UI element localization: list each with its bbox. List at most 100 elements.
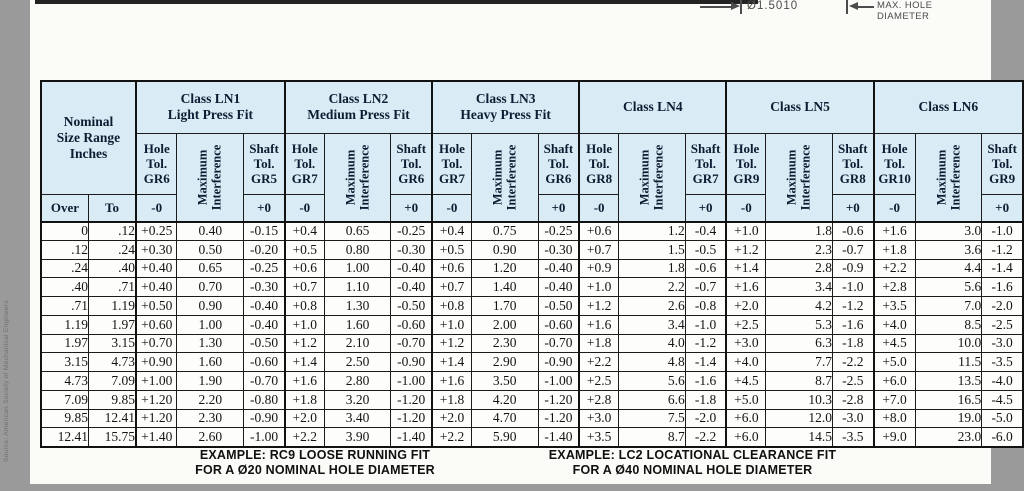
table-row: .71 1.19 +0.50 0.90 -0.40 +0.8 1.30 -0.50 +0.8 1.… [40, 296, 1024, 316]
value-cell: -0.60 [537, 314, 580, 335]
example-caption-lc2: EXAMPLE: LC2 LOCATIONAL CLEARANCE FIT FO… [548, 448, 837, 477]
value-cell: -0.50 [243, 333, 286, 354]
value-cell: -0.70 [537, 333, 580, 354]
value-cell: 1.40 [470, 277, 539, 297]
value-cell: +0.25 [134, 220, 178, 241]
value-cell: -2.2 [831, 352, 875, 372]
dimension-arrow-right-icon [731, 2, 740, 10]
value-cell: 2.3 [765, 239, 833, 260]
value-cell: 3.6 [914, 239, 983, 260]
value-cell: +1.6 [725, 277, 767, 297]
value-cell: 14.5 [765, 427, 833, 447]
to-cell: 1.19 [87, 296, 137, 316]
table-row: 4.73 7.09 +1.00 1.90 -0.70 +1.6 2.80 -1.00 +1.6 3… [40, 371, 1024, 391]
value-cell: +0.30 [134, 239, 178, 260]
shaft-tol-header: Shaft Tol. GR7 [684, 132, 727, 195]
value-cell: 1.60 [176, 352, 245, 372]
to-cell: 3.15 [87, 333, 137, 354]
over-cell: .12 [40, 239, 89, 260]
value-cell: -0.25 [243, 258, 286, 279]
hole-tol-header: Hole Tol. GR6 [134, 132, 178, 195]
value-cell: +1.0 [578, 277, 620, 297]
value-cell: -1.00 [390, 371, 433, 391]
page-top-rule [35, 0, 758, 4]
value-cell: 3.4 [765, 277, 833, 297]
table-row: 12.41 15.75 +1.40 2.60 -1.00 +2.2 3.90 -1.40 +2.… [40, 427, 1024, 447]
value-cell: 7.0 [914, 296, 983, 316]
value-cell: -0.40 [243, 296, 286, 316]
dimension-extension-line [740, 0, 742, 14]
value-cell: +1.40 [134, 427, 178, 447]
value-cell: -3.5 [831, 427, 875, 447]
value-cell: -0.6 [684, 258, 727, 279]
value-cell: -0.9 [831, 258, 875, 279]
value-cell: 5.90 [470, 427, 539, 447]
interference-header: Maximum Interference [470, 132, 539, 222]
value-cell: -0.15 [243, 220, 286, 241]
value-cell: +3.5 [578, 427, 620, 447]
shaft-tol-header: Shaft Tol. GR5 [243, 132, 286, 195]
value-cell: 19.0 [914, 408, 983, 429]
value-cell: 3.40 [323, 408, 392, 429]
value-cell: -4.0 [981, 371, 1024, 391]
value-cell: -0.60 [390, 314, 433, 335]
value-cell: -0.40 [537, 258, 580, 279]
value-cell: -0.40 [390, 277, 433, 297]
value-cell: 23.0 [914, 427, 983, 447]
value-cell: +0.7 [578, 239, 620, 260]
example-caption-rc9: EXAMPLE: RC9 LOOSE RUNNING FIT FOR A Ø20… [195, 448, 435, 477]
value-cell: +5.0 [872, 352, 916, 372]
value-cell: -2.0 [981, 296, 1024, 316]
value-cell: +1.6 [283, 371, 325, 391]
value-cell: -1.8 [831, 333, 875, 354]
interference-header: Maximum Interference [176, 132, 245, 222]
value-cell: -3.0 [981, 333, 1024, 354]
value-cell: 4.20 [470, 389, 539, 410]
over-cell: 9.85 [40, 408, 89, 429]
value-cell: 1.8 [618, 258, 686, 279]
value-cell: -1.20 [390, 389, 433, 410]
value-cell: -0.7 [831, 239, 875, 260]
interference-header: Maximum Interference [618, 132, 686, 222]
value-cell: +1.0 [283, 314, 325, 335]
value-cell: 8.7 [765, 371, 833, 391]
value-cell: 1.90 [176, 371, 245, 391]
value-cell: +0.60 [134, 314, 178, 335]
value-cell: +0.8 [283, 296, 325, 316]
value-cell: +3.0 [578, 408, 620, 429]
value-cell: -0.80 [243, 389, 286, 410]
value-cell: +1.6 [872, 220, 916, 241]
interference-header: Maximum Interference [765, 132, 833, 222]
value-cell: -1.20 [537, 389, 580, 410]
value-cell: 1.70 [470, 296, 539, 316]
shaft-sign: +0 [537, 193, 580, 223]
value-cell: -1.2 [831, 296, 875, 316]
shaft-sign: +0 [243, 193, 286, 223]
value-cell: -0.70 [243, 371, 286, 391]
value-cell: -2.5 [981, 314, 1024, 335]
over-cell: 4.73 [40, 371, 89, 391]
value-cell: 12.0 [765, 408, 833, 429]
hole-tol-header: Hole Tol. GR10 [872, 132, 916, 195]
to-cell: 9.85 [87, 389, 137, 410]
value-cell: 4.2 [765, 296, 833, 316]
value-cell: +1.4 [283, 352, 325, 372]
value-cell: +1.0 [431, 314, 472, 335]
value-cell: 4.8 [618, 352, 686, 372]
value-cell: +0.90 [134, 352, 178, 372]
over-cell: 3.15 [40, 352, 89, 372]
shaft-sign: +0 [390, 193, 433, 223]
table-row: .40.71 +0.40 0.70 -0.30 +0.7 1.10 -0.40 +0.7 1.4… [40, 277, 1024, 297]
hole-sign: -0 [134, 193, 178, 223]
value-cell: +4.0 [725, 352, 767, 372]
value-cell: 5.3 [765, 314, 833, 335]
value-cell: -1.6 [684, 371, 727, 391]
value-cell: +4.5 [725, 371, 767, 391]
value-cell: -0.30 [243, 277, 286, 297]
table-row: 7.09 9.85 +1.20 2.20 -0.80 +1.8 3.20 -1.20 +1.8 4… [40, 389, 1024, 410]
value-cell: 5.6 [914, 277, 983, 297]
value-cell: +1.0 [725, 220, 767, 241]
value-cell: -2.2 [684, 427, 727, 447]
value-cell: 6.3 [765, 333, 833, 354]
value-cell: -1.40 [390, 427, 433, 447]
